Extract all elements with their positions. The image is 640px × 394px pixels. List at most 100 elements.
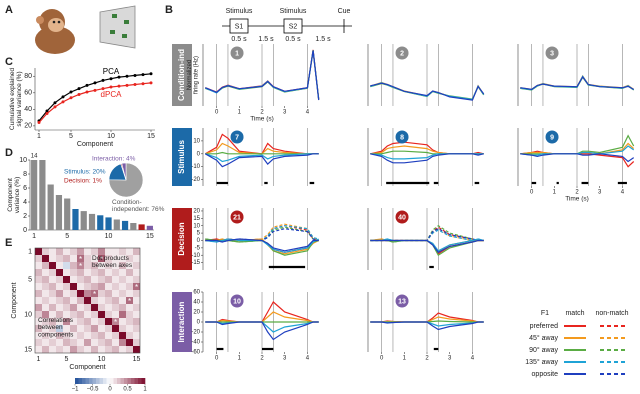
star: * bbox=[79, 262, 82, 271]
heatmap-cell bbox=[91, 339, 98, 346]
annotation: Correlations between components bbox=[38, 317, 74, 338]
heatmap-cell bbox=[70, 339, 77, 346]
heatmap-cell bbox=[35, 262, 42, 269]
heatmap-cell bbox=[42, 276, 49, 283]
heatmap-cell bbox=[126, 276, 133, 283]
heatmap-cell bbox=[119, 311, 126, 318]
heatmap-cell bbox=[84, 248, 91, 255]
x-axis-label: Time (s) bbox=[250, 116, 274, 123]
heatmap-cell bbox=[77, 346, 84, 353]
pie-slice bbox=[108, 162, 144, 198]
y-tick-label: 8 bbox=[23, 171, 27, 178]
heatmap-cell bbox=[98, 276, 105, 283]
value-label: 14 bbox=[31, 154, 38, 160]
heatmap-cell bbox=[119, 325, 126, 332]
line bbox=[38, 73, 152, 122]
heatmap-cell bbox=[105, 290, 112, 297]
trace-line bbox=[205, 238, 319, 252]
heatmap-cell bbox=[91, 318, 98, 325]
heatmap-cell bbox=[56, 332, 63, 339]
heatmap-cell bbox=[126, 318, 133, 325]
heatmap-cell bbox=[63, 311, 70, 318]
colorbar-tick-label: −1 bbox=[72, 387, 80, 393]
component-badge bbox=[395, 46, 409, 60]
colorbar-segment bbox=[131, 378, 135, 384]
panel-label: C bbox=[5, 56, 13, 68]
heatmap-cell bbox=[105, 339, 112, 346]
colorbar-segment bbox=[110, 378, 114, 384]
heatmap-cell bbox=[133, 276, 140, 283]
x-tick-label: 4 bbox=[621, 190, 625, 196]
point bbox=[149, 72, 153, 76]
heatmap-cell bbox=[105, 297, 112, 304]
point bbox=[117, 84, 121, 88]
trace-line bbox=[205, 321, 319, 333]
x-tick-label: 1 bbox=[403, 356, 407, 362]
trace-plot: 3 bbox=[517, 44, 635, 106]
heatmap-cell bbox=[35, 332, 42, 339]
heatmap-cell bbox=[126, 297, 133, 304]
heatmap-cell bbox=[63, 297, 70, 304]
heatmap-cell bbox=[63, 255, 70, 262]
heatmap-cell bbox=[126, 339, 133, 346]
heatmap-cell bbox=[133, 304, 140, 311]
legend-label: 90° away bbox=[529, 346, 558, 354]
y-tick-label: 15 bbox=[193, 216, 200, 222]
timeline-box-label: S1 bbox=[235, 23, 244, 30]
heatmap-cell bbox=[35, 269, 42, 276]
trace-line bbox=[205, 153, 319, 168]
component-badge bbox=[545, 46, 559, 60]
annotation: Dot products between axes bbox=[92, 255, 133, 269]
y-tick-label: 2 bbox=[23, 213, 27, 220]
heatmap-cell bbox=[84, 346, 91, 353]
heatmap-cell bbox=[133, 255, 140, 262]
bar bbox=[47, 184, 54, 230]
heatmap-cell bbox=[119, 332, 126, 339]
heatmap-cell bbox=[84, 325, 91, 332]
timeline bbox=[222, 18, 352, 34]
heatmap-cell bbox=[133, 297, 140, 304]
heatmap-cell bbox=[84, 255, 91, 262]
heatmap-cell bbox=[126, 332, 133, 339]
bar bbox=[105, 217, 112, 230]
y-axis-label: Cumulative explainedsignal variance (%) bbox=[9, 68, 23, 131]
star: * bbox=[135, 283, 138, 292]
heatmap-cell bbox=[84, 332, 91, 339]
colorbar-tick-label: 1 bbox=[143, 387, 147, 393]
x-tick-label: 3 bbox=[598, 190, 602, 196]
x-tick-label: 1 bbox=[37, 133, 41, 140]
bar bbox=[146, 225, 153, 230]
heatmap-cell bbox=[119, 297, 126, 304]
component-number: 21 bbox=[233, 214, 241, 221]
heatmap-cell bbox=[84, 262, 91, 269]
x-tick-label: 5 bbox=[69, 133, 73, 140]
component-number: 40 bbox=[398, 214, 406, 221]
heatmap-cell bbox=[63, 283, 70, 290]
heatmap-cell bbox=[112, 339, 119, 346]
point bbox=[45, 111, 49, 115]
y-tick-label: 80 bbox=[24, 73, 32, 80]
heatmap-cell bbox=[119, 262, 126, 269]
y-tick-label: 5 bbox=[28, 276, 32, 283]
heatmap-cell bbox=[119, 276, 126, 283]
y-tick-label: 10 bbox=[193, 138, 200, 144]
heatmap-cell bbox=[112, 304, 119, 311]
y-axis-label: Component bbox=[11, 282, 18, 318]
star: * bbox=[100, 255, 103, 264]
heatmap-cell bbox=[84, 304, 91, 311]
heatmap-cell bbox=[49, 248, 56, 255]
heatmap-cell bbox=[84, 276, 91, 283]
x-tick-label: 0 bbox=[380, 356, 384, 362]
heatmap-cell bbox=[77, 304, 84, 311]
y-tick-label: 10 bbox=[19, 157, 27, 164]
heatmap-cell bbox=[84, 269, 91, 276]
component-number: 1 bbox=[235, 50, 239, 57]
heatmap-cell bbox=[133, 339, 140, 346]
heatmap-cell bbox=[77, 311, 84, 318]
heatmap-cell bbox=[49, 318, 56, 325]
point bbox=[109, 77, 113, 81]
legend-header: match bbox=[565, 310, 584, 317]
heatmap-cell bbox=[133, 318, 140, 325]
trace-line bbox=[370, 321, 484, 331]
heatmap-cell bbox=[77, 262, 84, 269]
